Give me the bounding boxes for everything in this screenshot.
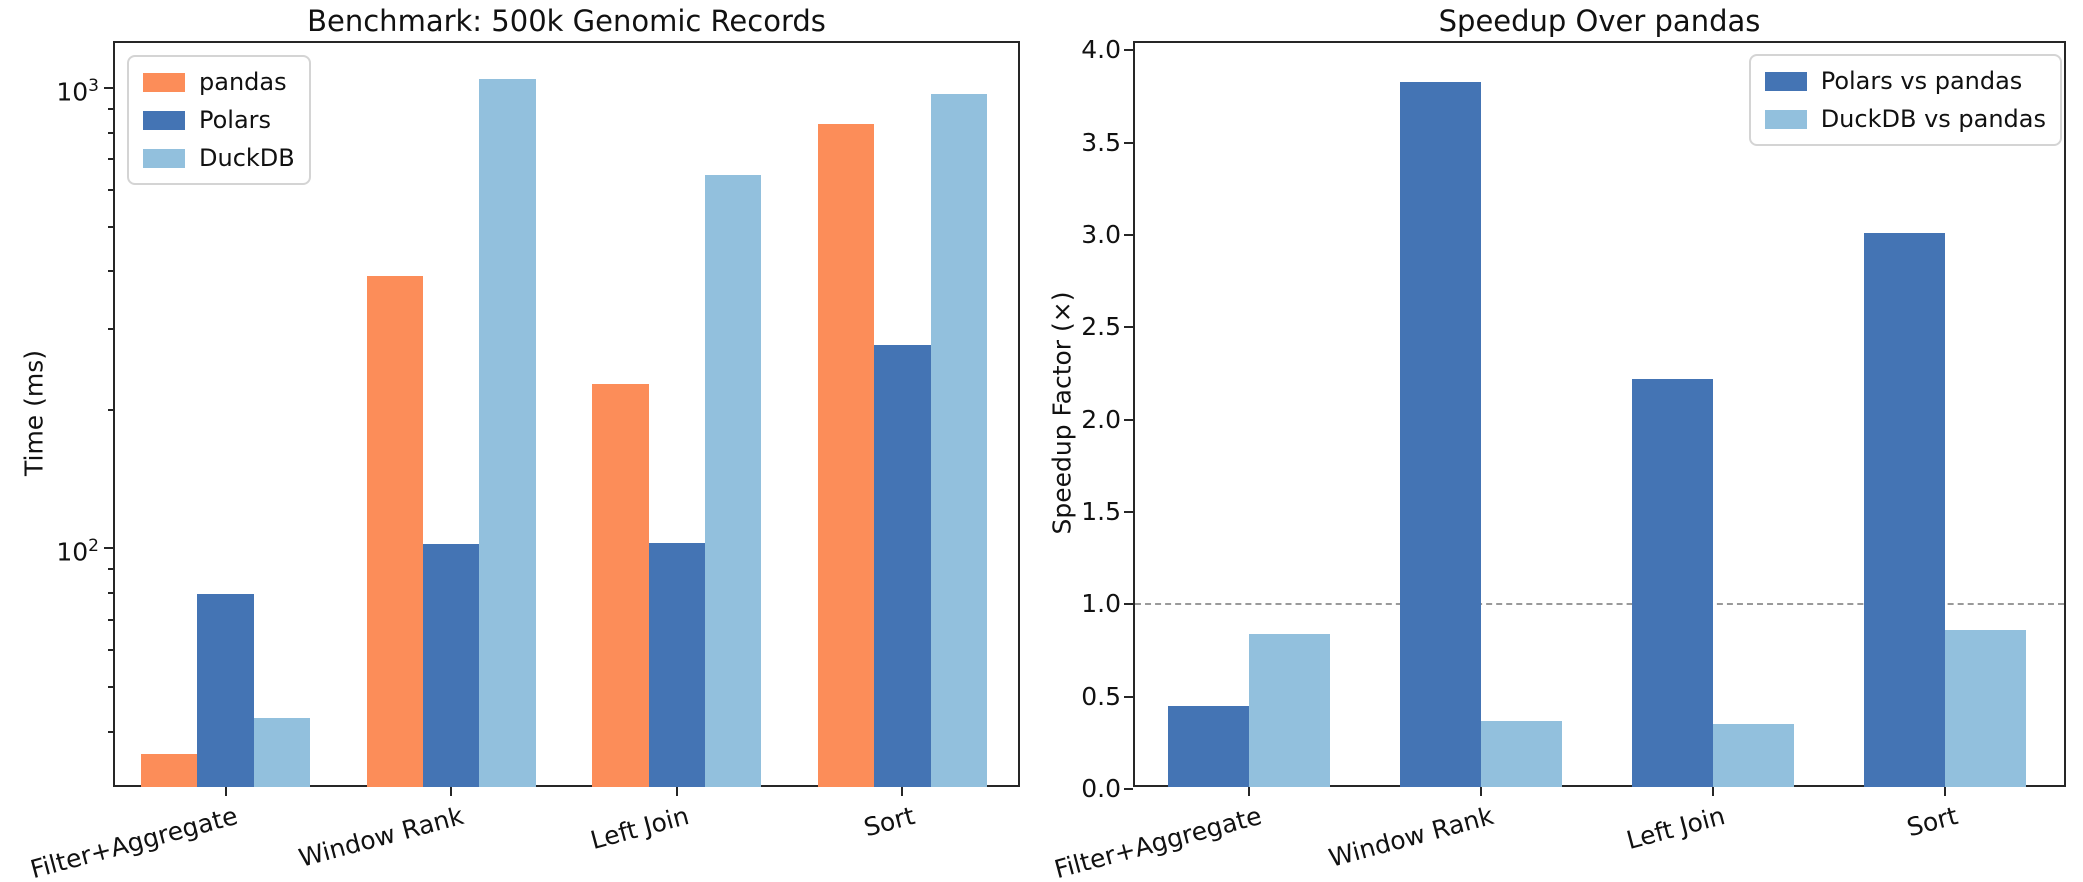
bar-polars-window-rank (423, 544, 480, 787)
bar-duckdb-left-join (705, 175, 762, 787)
y-minor-tick (108, 649, 113, 652)
y-minor-tick (108, 158, 113, 161)
y-minor-tick (108, 189, 113, 192)
bar-polars-vs-pandas-sort (1863, 233, 1945, 787)
bar-duckdb-vs-pandas-filter-aggregate (1248, 633, 1330, 787)
bar-pandas-left-join (592, 383, 649, 787)
bar-duckdb-window-rank (479, 79, 536, 787)
bar-polars-vs-pandas-window-rank (1399, 81, 1481, 787)
x-tick-label: Left Join (587, 801, 693, 856)
x-tick-label: Window Rank (1325, 801, 1497, 873)
legend-item-pandas: pandas (143, 66, 295, 98)
left-y-axis-label: Time (ms) (19, 349, 49, 477)
left-chart-axes: 102 103 Filter+Aggregate Window Rank Left Jo… (28, 41, 1020, 882)
y-major-tick (1124, 49, 1133, 52)
bar-duckdb-filter-aggregate (253, 718, 311, 787)
legend-item-polars: Polars (143, 104, 295, 136)
bar-polars-left-join (648, 543, 705, 787)
left-chart-legend: pandas Polars DuckDB (127, 55, 311, 185)
legend-label: Polars (199, 106, 272, 134)
y-major-tick (1124, 511, 1133, 513)
pandas-color-swatch (143, 72, 185, 92)
x-tick-label: Filter+Aggregate (1050, 801, 1265, 882)
y-tick-label: 4.0 (1081, 35, 1121, 65)
x-tick (675, 787, 678, 796)
bar-polars-vs-pandas-filter-aggregate (1167, 705, 1249, 787)
bar-duckdb-vs-pandas-sort (1945, 630, 2027, 787)
x-tick (1711, 787, 1714, 796)
y-minor-tick (108, 730, 113, 733)
x-tick-label: Sort (1903, 801, 1961, 843)
bar-pandas-sort (817, 124, 875, 787)
y-minor-tick (108, 108, 113, 110)
y-major-tick (1124, 234, 1133, 236)
legend-item-duckdb: DuckDB (143, 142, 295, 174)
duckdb-vs-pandas-color-swatch (1764, 109, 1807, 129)
y-minor-tick (108, 225, 113, 228)
y-minor-tick (108, 568, 113, 571)
legend-item-polars-vs-pandas: Polars vs pandas (1764, 65, 2046, 97)
y-minor-tick (108, 591, 113, 594)
y-major-tick (1124, 695, 1133, 698)
bar-duckdb-sort (930, 94, 987, 787)
right-chart-title: Speedup Over pandas (1438, 4, 1761, 38)
bar-pandas-filter-aggregate (140, 753, 198, 787)
polars-color-swatch (143, 110, 185, 130)
y-major-tick (1124, 326, 1133, 329)
right-chart-legend: Polars vs pandas DuckDB vs pandas (1748, 54, 2062, 146)
left-chart-title: Benchmark: 500k Genomic Records (307, 4, 826, 38)
y-minor-tick (108, 618, 113, 621)
bar-duckdb-vs-pandas-window-rank (1480, 720, 1562, 787)
x-tick (450, 787, 453, 796)
y-tick-label: 3.0 (1081, 220, 1121, 249)
y-tick-label: 2.5 (1081, 312, 1121, 342)
y-tick-label: 102 (56, 536, 99, 567)
y-minor-tick (108, 408, 113, 411)
y-major-tick (1124, 418, 1133, 421)
legend-label: Polars vs pandas (1820, 67, 2023, 95)
x-tick (224, 787, 227, 796)
y-minor-tick (108, 131, 113, 134)
y-major-tick (1124, 788, 1133, 790)
right-y-axis-label: Speedup Factor (×) (1047, 291, 1077, 535)
x-tick-label: Sort (860, 801, 918, 843)
y-major-tick (1124, 141, 1133, 144)
y-tick-label: 1.5 (1081, 497, 1121, 526)
bar-duckdb-vs-pandas-left-join (1712, 724, 1795, 787)
x-tick (901, 787, 904, 796)
y-minor-tick (108, 685, 113, 688)
legend-label: DuckDB (199, 144, 295, 172)
x-tick-label: Filter+Aggregate (27, 801, 242, 882)
y-major-tick (1124, 603, 1133, 606)
legend-item-duckdb-vs-pandas: DuckDB vs pandas (1764, 103, 2046, 135)
bar-polars-sort (874, 344, 931, 787)
legend-label: DuckDB vs pandas (1820, 105, 2046, 133)
y-tick-label: 2.0 (1081, 404, 1121, 434)
polars-vs-pandas-color-swatch (1764, 71, 1807, 91)
x-tick (1247, 787, 1250, 796)
x-tick (1944, 787, 1946, 796)
y-tick-label: 0.5 (1081, 681, 1121, 711)
right-chart-axes: 0.0 0.5 1.0 1.5 2.0 2.5 3.0 3.5 4.0 Filter+Aggreg… (1051, 35, 2066, 882)
y-tick-label: 1.0 (1081, 589, 1121, 619)
bar-polars-vs-pandas-left-join (1631, 379, 1713, 787)
x-tick-label: Left Join (1623, 801, 1729, 856)
y-tick-label: 3.5 (1081, 127, 1121, 157)
y-major-tick (104, 547, 113, 550)
y-tick-label: 103 (56, 75, 99, 107)
y-minor-tick (108, 327, 113, 330)
y-major-tick (104, 86, 113, 89)
x-tick (1479, 787, 1482, 796)
y-minor-tick (108, 270, 113, 273)
y-tick-label: 0.0 (1081, 774, 1121, 803)
bar-pandas-window-rank (366, 275, 423, 787)
duckdb-color-swatch (143, 148, 185, 168)
bar-polars-filter-aggregate (197, 594, 254, 787)
reference-line (1135, 603, 2064, 606)
legend-label: pandas (199, 68, 287, 96)
x-tick-label: Window Rank (295, 801, 467, 873)
